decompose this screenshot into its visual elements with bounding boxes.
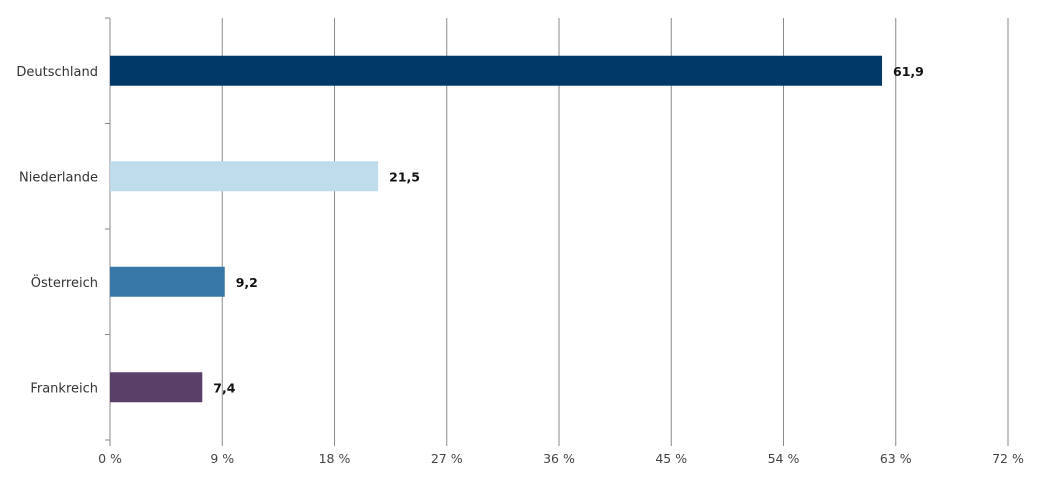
category-label: Niederlande [19,170,98,185]
axes [105,17,111,446]
category-label: Deutschland [16,65,98,80]
data-label: 9,2 [236,275,258,290]
x-tick-label: 18 % [319,451,351,466]
x-tick-label: 72 % [992,451,1024,466]
x-tick-label: 36 % [543,451,575,466]
gridlines [221,18,1009,446]
data-label: 7,4 [213,380,235,395]
bar-österreich [110,266,225,297]
data-label: 61,9 [893,64,924,79]
category-label: Frankreich [30,381,98,396]
x-tick-label: 45 % [655,451,687,466]
x-tick-label: 54 % [768,451,800,466]
data-label: 21,5 [389,169,420,184]
x-tick-label: 27 % [431,451,463,466]
labels: 0 % 9 % 18 % 27 % 36 % 45 % 54 % 63 % 72 % Deutsc… [16,64,1024,466]
bar-deutschland [110,55,883,86]
x-tick-label: 9 % [210,451,234,466]
x-tick-label: 63 % [880,451,912,466]
bar-frankreich [110,372,203,403]
bar-niederlande [110,161,379,192]
x-tick-label: 0 % [98,451,122,466]
bars [110,55,883,403]
category-label: Österreich [31,274,98,291]
